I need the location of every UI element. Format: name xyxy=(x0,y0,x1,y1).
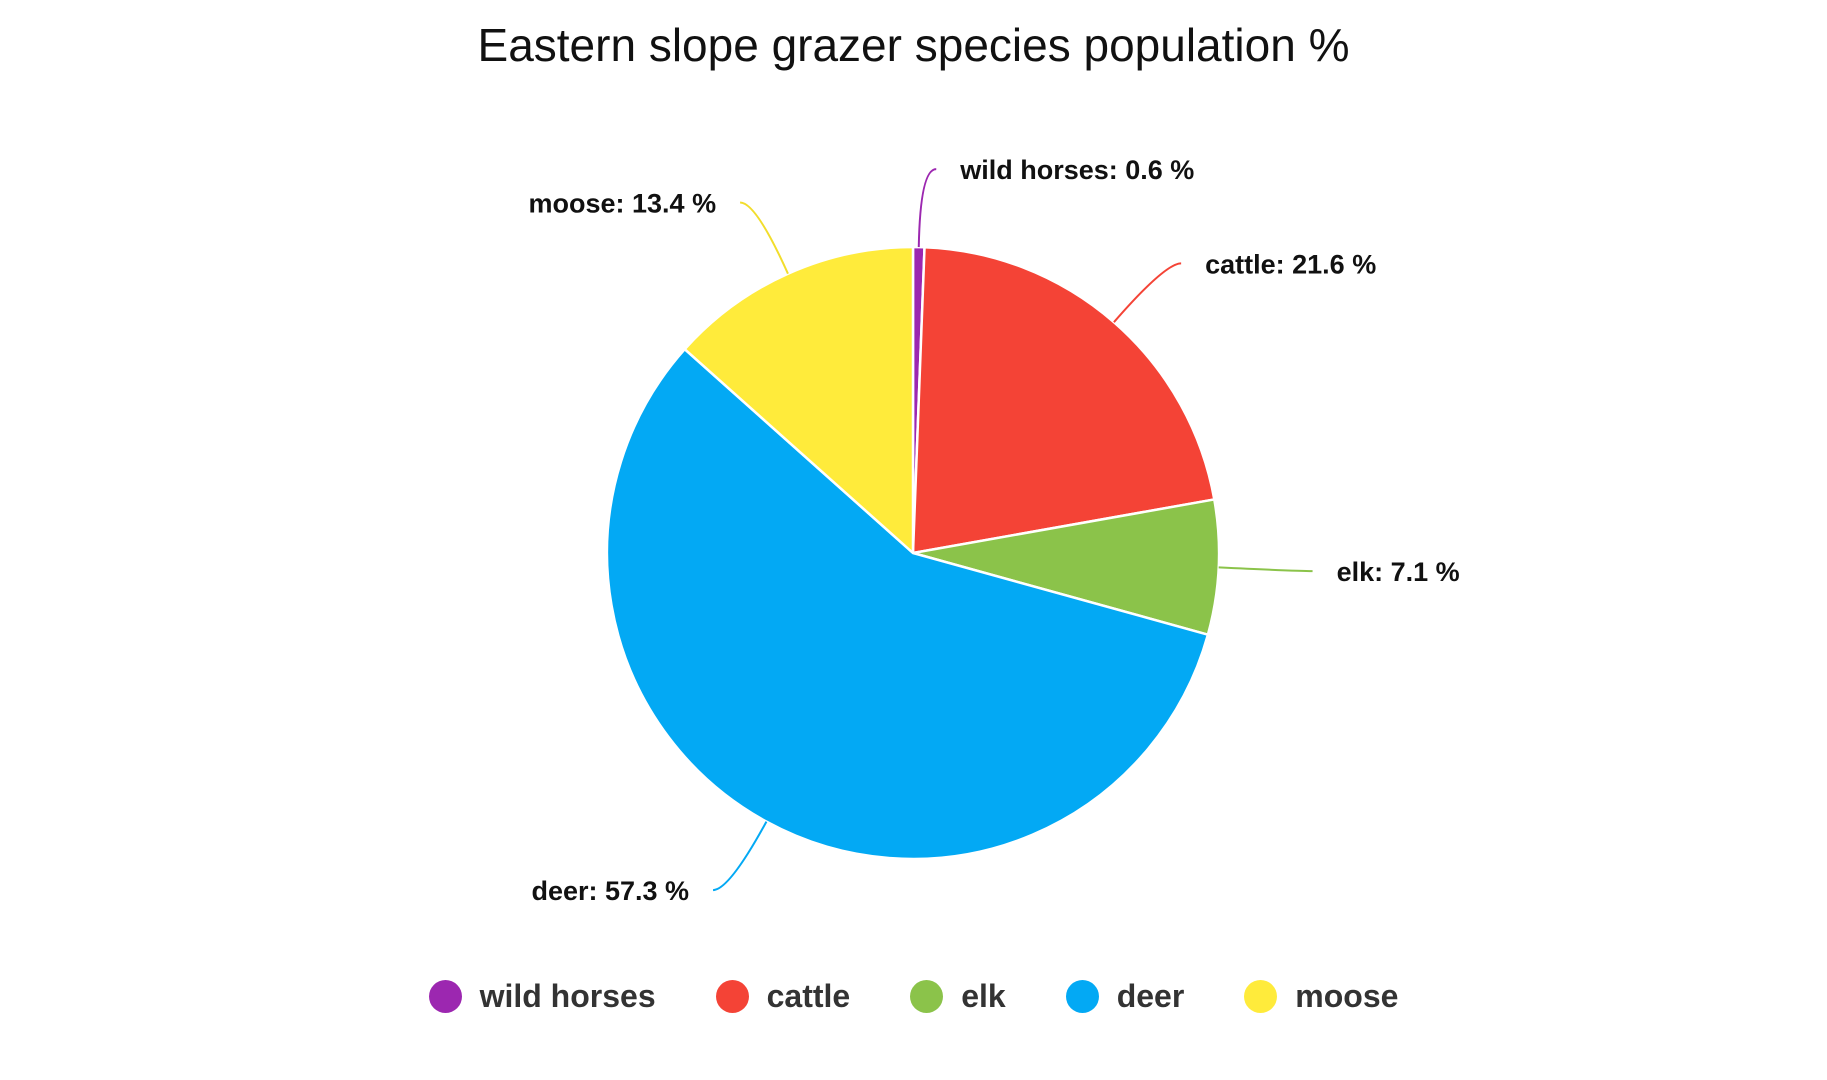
leader-line-moose xyxy=(739,201,789,275)
slice-label-elk: elk: 7.1 % xyxy=(1337,557,1460,587)
slice-labels: wild horses: 0.6 % cattle: 21.6 % elk: 7.1… xyxy=(529,155,1460,906)
pie-slice-deer xyxy=(605,347,1210,861)
leader-lines xyxy=(712,168,1313,892)
legend: wild horses cattle elk deer moose xyxy=(0,978,1827,1015)
leader-line-wild-horses xyxy=(917,168,937,248)
pie-slice-cattle xyxy=(911,245,1216,555)
legend-swatch-elk xyxy=(910,980,944,1013)
legend-item-deer: deer xyxy=(1065,978,1185,1015)
legend-item-cattle: cattle xyxy=(715,978,851,1015)
legend-item-wild-horses: wild horses xyxy=(428,978,656,1015)
legend-swatch-deer xyxy=(1065,980,1099,1013)
legend-swatch-wild-horses xyxy=(428,980,462,1013)
pie-slices xyxy=(605,245,1221,861)
leader-line-deer xyxy=(712,821,768,892)
legend-label-deer: deer xyxy=(1116,978,1185,1014)
legend-swatch-moose xyxy=(1244,980,1278,1013)
chart-title: Eastern slope grazer species population … xyxy=(477,19,1350,71)
slice-label-moose: moose: 13.4 % xyxy=(529,189,717,219)
leader-line-cattle xyxy=(1113,262,1182,323)
slice-label-cattle: cattle: 21.6 % xyxy=(1205,249,1376,279)
leader-line-elk xyxy=(1218,566,1313,573)
legend-item-moose: moose xyxy=(1244,978,1398,1015)
legend-label-elk: elk xyxy=(961,978,1006,1014)
legend-swatch-cattle xyxy=(715,980,749,1013)
legend-label-moose: moose xyxy=(1295,978,1399,1014)
legend-item-elk: elk xyxy=(910,978,1006,1015)
slice-label-deer: deer: 57.3 % xyxy=(531,876,689,906)
slice-label-wild-horses: wild horses: 0.6 % xyxy=(959,155,1194,185)
legend-label-wild-horses: wild horses xyxy=(479,978,656,1014)
legend-label-cattle: cattle xyxy=(766,978,851,1014)
